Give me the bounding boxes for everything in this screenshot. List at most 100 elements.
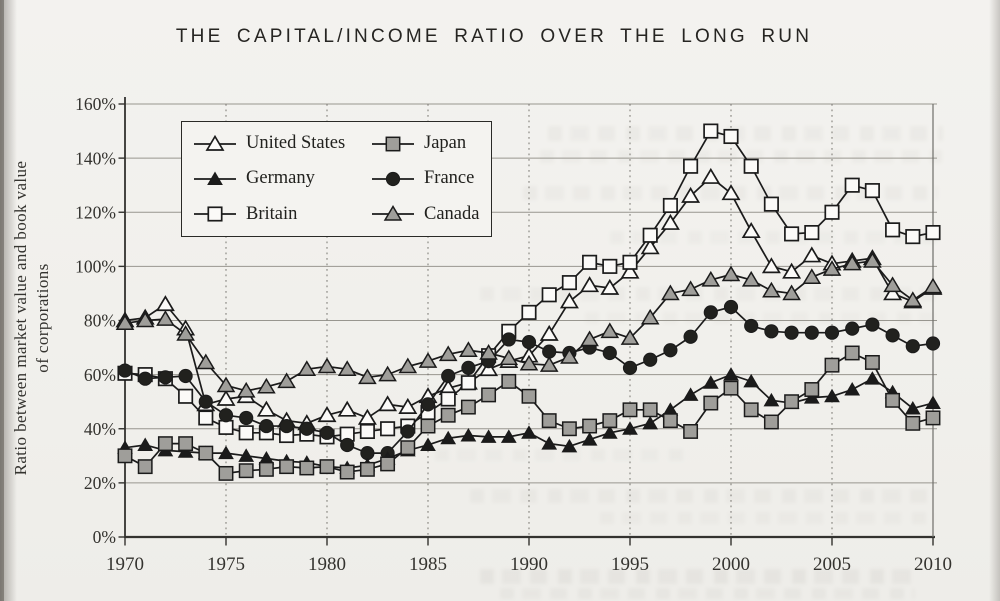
series-marker-japan [521, 388, 537, 404]
legend-marker-shape [207, 206, 223, 222]
legend-item-japan: Japan [370, 133, 487, 155]
series-marker-united-states [580, 276, 600, 293]
series-marker-united-states [398, 397, 418, 414]
series-marker-canada [822, 260, 842, 276]
series-marker-japan [622, 402, 638, 418]
legend-item-united-states: United States [192, 133, 370, 155]
series-marker-germany [561, 438, 578, 453]
series-marker-japan [481, 387, 497, 403]
series-marker-germany [440, 430, 457, 445]
series-marker-germany [844, 382, 861, 396]
series-marker-germany [420, 437, 436, 451]
series-marker-canada [378, 365, 397, 382]
series-marker-britain [844, 177, 860, 193]
series-marker-japan [743, 402, 759, 418]
series-marker-united-states [256, 400, 276, 417]
series-marker-britain [784, 226, 800, 242]
series-marker-japan [198, 445, 214, 461]
chart-title: THE CAPITAL/INCOME RATIO OVER THE LONG R… [175, 26, 813, 47]
series-marker-france [461, 360, 476, 375]
series-marker-germany [864, 371, 881, 385]
y-tick-label: 80% [84, 311, 116, 331]
series-marker-japan [299, 460, 315, 476]
series-marker-france [198, 394, 213, 409]
series-marker-france [784, 325, 799, 340]
series-marker-japan [662, 413, 678, 429]
series-marker-united-states [640, 238, 660, 255]
series-marker-france [259, 418, 274, 434]
series-marker-canada [560, 348, 579, 364]
series-marker-france [279, 418, 294, 434]
series-marker-germany [137, 437, 154, 451]
legend-item-france: France [370, 168, 487, 190]
series-marker-united-states [802, 246, 822, 263]
series-marker-japan [561, 421, 577, 437]
series-marker-japan [905, 415, 921, 431]
series-marker-japan [380, 456, 396, 472]
legend-label: France [424, 168, 475, 189]
x-tick-label: 1975 [207, 554, 245, 575]
legend-marker-square-gray-icon [372, 136, 414, 152]
series-marker-japan [844, 345, 860, 361]
series-marker-japan [137, 459, 153, 475]
legend-label: United States [246, 133, 346, 154]
series-marker-canada [620, 329, 640, 345]
series-marker-united-states [761, 257, 781, 274]
series-marker-britain [561, 275, 577, 291]
series-marker-france [744, 318, 759, 334]
series-marker-britain [804, 224, 820, 241]
y-tick-label: 20% [84, 473, 116, 493]
y-tick-label: 0% [93, 527, 116, 547]
series-marker-canada [277, 372, 296, 389]
series-marker-france [138, 371, 153, 386]
series-marker-germany [218, 445, 234, 460]
series-marker-britain [521, 304, 537, 320]
series-marker-france [521, 335, 537, 350]
series-marker-united-states [479, 360, 499, 377]
series-marker-united-states [721, 184, 741, 201]
series-marker-canada [782, 284, 801, 301]
series-marker-germany [460, 428, 477, 442]
series-marker-britain [763, 196, 779, 212]
series-marker-canada [721, 265, 741, 282]
series-marker-united-states [681, 186, 701, 203]
series-marker-britain [198, 410, 214, 426]
series-marker-france [400, 424, 415, 439]
series-marker-germany [803, 390, 820, 404]
series-marker-france [865, 317, 880, 332]
series-marker-japan [703, 395, 719, 411]
legend-marker-square-open-icon [194, 206, 236, 222]
series-marker-france [239, 410, 254, 426]
series-marker-united-states [620, 262, 640, 279]
series-marker-japan [763, 414, 779, 430]
series-marker-canada [681, 280, 700, 297]
series-marker-britain [662, 197, 678, 214]
series-marker-france [178, 368, 193, 384]
series-marker-britain [178, 388, 194, 404]
y-tick-label: 60% [84, 365, 116, 385]
series-marker-japan [279, 459, 295, 475]
series-marker-canada [176, 325, 195, 341]
series-marker-britain [380, 421, 396, 437]
series-marker-canada [600, 322, 620, 339]
series-marker-germany [642, 415, 659, 430]
series-marker-united-states [539, 324, 559, 341]
legend-label: Germany [246, 168, 315, 189]
series-marker-japan [460, 399, 476, 415]
series-marker-canada [883, 276, 902, 293]
series-marker-canada [236, 381, 256, 398]
series-marker-france [319, 425, 335, 440]
series-marker-japan [117, 448, 133, 464]
series-marker-germany [177, 444, 194, 458]
series-marker-canada [580, 330, 599, 347]
series-marker-canada [701, 270, 721, 287]
series-marker-canada [418, 352, 438, 368]
series-marker-britain [824, 204, 840, 220]
series-marker-united-states [782, 262, 802, 279]
series-marker-japan [440, 407, 456, 423]
series-marker-britain [359, 423, 375, 440]
series-marker-canada [539, 356, 559, 372]
series-marker-britain [723, 128, 739, 145]
series-marker-united-states [378, 395, 398, 412]
legend-marker-triangle-gray-icon [372, 205, 414, 222]
